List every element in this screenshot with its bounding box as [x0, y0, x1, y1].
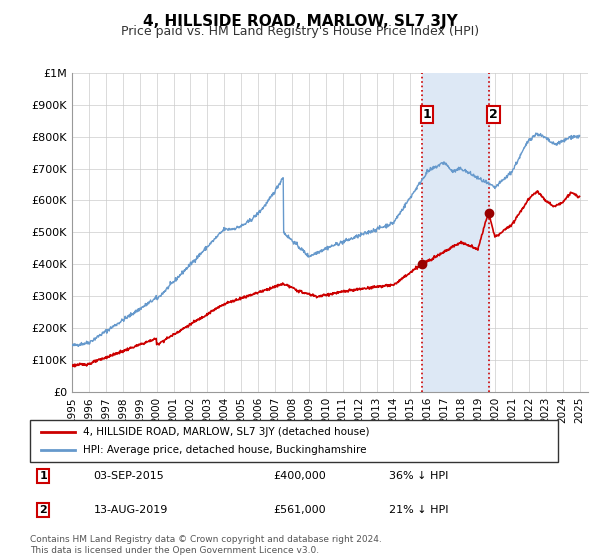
Text: £561,000: £561,000	[273, 505, 326, 515]
Bar	[422, 73, 488, 392]
Text: 4, HILLSIDE ROAD, MARLOW, SL7 3JY (detached house): 4, HILLSIDE ROAD, MARLOW, SL7 3JY (detac…	[83, 427, 370, 437]
Text: 4, HILLSIDE ROAD, MARLOW, SL7 3JY: 4, HILLSIDE ROAD, MARLOW, SL7 3JY	[143, 14, 457, 29]
Text: 2: 2	[40, 505, 47, 515]
Text: Contains HM Land Registry data © Crown copyright and database right 2024.: Contains HM Land Registry data © Crown c…	[30, 535, 382, 544]
Text: 21% ↓ HPI: 21% ↓ HPI	[389, 505, 449, 515]
Text: 1: 1	[40, 471, 47, 481]
FancyBboxPatch shape	[30, 420, 558, 462]
Text: 2: 2	[489, 108, 498, 121]
Text: Price paid vs. HM Land Registry's House Price Index (HPI): Price paid vs. HM Land Registry's House …	[121, 25, 479, 38]
Text: 36% ↓ HPI: 36% ↓ HPI	[389, 471, 448, 481]
Text: HPI: Average price, detached house, Buckinghamshire: HPI: Average price, detached house, Buck…	[83, 445, 366, 455]
Text: 13-AUG-2019: 13-AUG-2019	[94, 505, 168, 515]
Text: This data is licensed under the Open Government Licence v3.0.: This data is licensed under the Open Gov…	[30, 546, 319, 555]
Text: £400,000: £400,000	[273, 471, 326, 481]
Text: 1: 1	[422, 108, 431, 121]
Text: 03-SEP-2015: 03-SEP-2015	[94, 471, 164, 481]
